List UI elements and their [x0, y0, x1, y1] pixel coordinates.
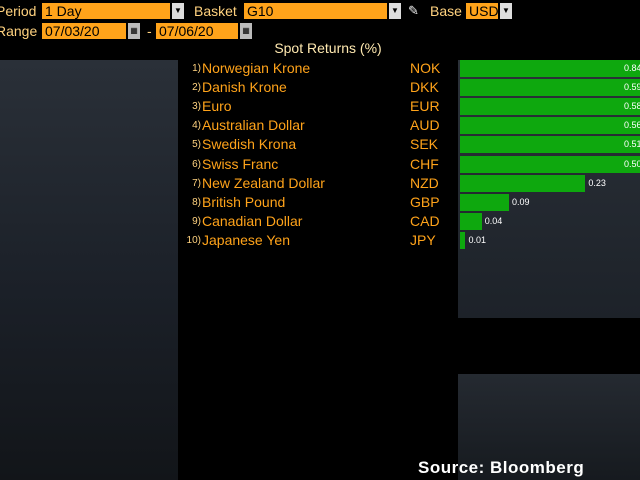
base-label: Base [430, 3, 462, 19]
value-label: 0.56 [624, 120, 640, 131]
currency-name[interactable]: Japanese Yen [202, 231, 290, 248]
rank-number: 7) [192, 177, 201, 189]
return-bar [460, 155, 640, 173]
value-label: 0.59 [624, 82, 640, 93]
currency-name[interactable]: Swiss Franc [202, 155, 279, 172]
rank-number: 4) [192, 120, 201, 132]
table-row[interactable]: 5) Swedish Krona SEK 0.51 [185, 135, 640, 154]
rank-number: 10) [186, 234, 201, 246]
return-bar [460, 212, 482, 230]
currency-name[interactable]: Canadian Dollar [202, 212, 303, 229]
chart-title: Spot Returns (%) [274, 40, 382, 56]
return-bar [460, 136, 640, 154]
basket-field[interactable]: G10 [244, 3, 387, 19]
range-end-calendar-icon[interactable]: ▦ [240, 23, 252, 39]
period-label: Period [0, 3, 37, 19]
rank-number: 8) [192, 196, 201, 208]
value-label: 0.84 [624, 63, 640, 73]
value-label: 0.04 [484, 215, 503, 226]
currency-code: DKK [410, 79, 439, 96]
table-row[interactable]: 10) Japanese Yen JPY 0.01 [185, 231, 640, 250]
currency-code: CAD [410, 212, 440, 229]
lower-panel-background [458, 374, 640, 480]
value-label: 0.58 [624, 101, 640, 112]
left-panel-background [0, 60, 178, 480]
range-start-calendar-icon[interactable]: ▦ [128, 23, 140, 39]
rank-number: 6) [192, 158, 201, 170]
value-label: 0.51 [624, 139, 640, 150]
rank-number: 3) [192, 101, 201, 113]
currency-code: NZD [410, 174, 439, 191]
return-bar [460, 174, 586, 192]
table-row[interactable]: 4) Australian Dollar AUD 0.56 [185, 116, 640, 135]
rank-number: 1) [192, 63, 201, 74]
value-label: 0.01 [468, 234, 486, 245]
currency-code: EUR [410, 98, 440, 115]
currency-code: AUD [410, 117, 440, 134]
range-label: Range [0, 23, 38, 39]
currency-name[interactable]: British Pound [202, 193, 286, 210]
table-row[interactable]: 6) Swiss Franc CHF 0.50 [185, 155, 640, 174]
range-start-field[interactable]: 07/03/20 [42, 23, 126, 39]
toolbar: Period 1 Day ▼ Basket G10 ▼ ✎ Base USD ▼… [0, 0, 640, 42]
range-separator: - [147, 23, 152, 39]
currency-name[interactable]: Danish Krone [202, 79, 287, 96]
range-end-field[interactable]: 07/06/20 [156, 23, 238, 39]
base-field[interactable]: USD [466, 3, 499, 19]
currency-name[interactable]: Australian Dollar [202, 117, 305, 134]
return-bar [460, 231, 466, 249]
period-field[interactable]: 1 Day [42, 3, 170, 19]
currency-code: CHF [410, 155, 439, 172]
source-label: Source: Bloomberg [418, 458, 585, 477]
table-row[interactable]: 9) Canadian Dollar CAD 0.04 [185, 212, 640, 231]
currency-name[interactable]: Swedish Krona [202, 136, 297, 153]
rank-number: 9) [192, 215, 201, 227]
basket-label: Basket [194, 3, 237, 19]
value-label: 0.23 [588, 177, 606, 188]
value-label: 0.09 [512, 196, 530, 207]
currency-code: NOK [410, 60, 441, 76]
return-bar [460, 79, 640, 97]
base-dropdown-icon[interactable]: ▼ [500, 3, 512, 19]
rank-number: 5) [192, 139, 201, 151]
currency-name[interactable]: Norwegian Krone [202, 60, 311, 76]
currency-code: SEK [410, 136, 439, 153]
period-dropdown-icon[interactable]: ▼ [172, 3, 184, 19]
table-row[interactable]: 8) British Pound GBP 0.09 [185, 193, 640, 212]
table-row[interactable]: 2) Danish Krone DKK 0.59 [185, 78, 640, 97]
currency-name[interactable]: New Zealand Dollar [202, 174, 325, 191]
table-row[interactable]: 3) Euro EUR 0.58 [185, 97, 640, 116]
currency-code: JPY [410, 231, 436, 248]
return-bar [460, 98, 640, 116]
basket-dropdown-icon[interactable]: ▼ [389, 3, 401, 19]
return-bar [460, 60, 640, 77]
return-bar [460, 193, 510, 211]
currency-code: GBP [410, 193, 440, 210]
pen-icon[interactable]: ✎ [408, 3, 419, 18]
value-label: 0.50 [624, 158, 640, 169]
currency-name[interactable]: Euro [202, 98, 232, 115]
rank-number: 2) [192, 82, 201, 94]
table-row[interactable]: 7) New Zealand Dollar NZD 0.23 [185, 174, 640, 193]
return-bar [460, 117, 640, 135]
table-row[interactable]: 1) Norwegian Krone NOK 0.84 [185, 59, 640, 78]
